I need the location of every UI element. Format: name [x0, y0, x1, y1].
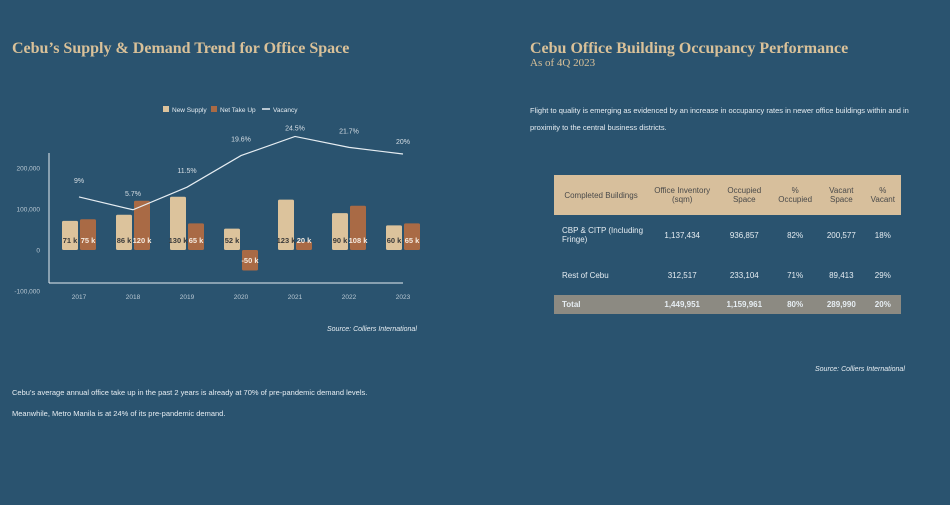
bar-data-label: 108 k	[349, 236, 369, 245]
header-cell: Occupied Space	[716, 175, 773, 215]
cell: 18%	[874, 230, 891, 240]
bar-data-label: 65 k	[189, 236, 204, 245]
bar-data-label: 123 k	[277, 236, 297, 245]
chart-title: Cebu’s Supply & Demand Trend for Office …	[12, 40, 350, 57]
bar-data-label: 65 k	[405, 236, 420, 245]
cell: Total	[554, 295, 648, 314]
legend-label: Vacancy	[273, 107, 298, 114]
cell: 289,990	[818, 295, 865, 314]
table-subtitle: As of 4Q 2023	[530, 57, 596, 69]
chart-source: Source: Colliers International	[327, 326, 417, 333]
bar-new-supply	[62, 220, 78, 250]
bar-net-take-up	[350, 205, 366, 250]
header-cell: % Vacant	[864, 175, 901, 215]
legend-label: Net Take Up	[220, 107, 256, 114]
bar-new-supply	[224, 228, 240, 250]
x-tick-label: 2020	[234, 294, 249, 301]
vacancy-data-label: 11.5%	[177, 168, 196, 175]
cell: 20%	[864, 295, 901, 314]
y-tick-label: -100,000	[14, 289, 40, 296]
vacancy-data-label: 19.6%	[231, 137, 251, 144]
legend-swatch	[211, 106, 217, 112]
x-tick-label: 2022	[342, 294, 357, 301]
vacancy-line	[78, 135, 404, 211]
occupancy-table: Completed Buildings Office Inventory (sq…	[554, 175, 901, 314]
bar-data-label: 60 k	[387, 236, 402, 245]
cell: 1,159,961	[716, 295, 773, 314]
bar-new-supply	[332, 213, 348, 250]
note-1: Cebu’s average annual office take up in …	[12, 388, 368, 397]
bar-new-supply	[116, 214, 132, 250]
vacancy-data-label: 20%	[396, 139, 410, 146]
cell: 29%	[874, 270, 891, 280]
bar-net-take-up	[134, 200, 150, 250]
bar-new-supply	[170, 196, 186, 250]
bar-data-label: 52 k	[225, 236, 240, 245]
table-row: Rest of Cebu 312,517 233,104 71% 89,413 …	[554, 255, 901, 295]
bar-net-take-up	[242, 250, 258, 271]
vacancy-data-label: 5.7%	[125, 191, 141, 198]
bar-data-label: 90 k	[333, 236, 348, 245]
note-2: Meanwhile, Metro Manila is at 24% of its…	[12, 409, 226, 418]
y-tick-label: 0	[36, 248, 40, 255]
vacancy-data-label: 24.5%	[285, 125, 305, 132]
cell: CBP & CITP (Including Fringe)	[562, 226, 644, 244]
header-cell: Vacant Space	[818, 175, 865, 215]
x-tick-label: 2021	[288, 294, 303, 301]
header-cell: % Occupied	[772, 175, 819, 215]
x-tick-label: 2018	[126, 294, 141, 301]
vacancy-data-label: 9%	[74, 178, 84, 185]
bar-data-label: -50 k	[241, 256, 259, 265]
intro-text: Flight to quality is emerging as evidenc…	[530, 106, 909, 132]
x-tick-label: 2019	[180, 294, 195, 301]
header-cell: Office Inventory (sqm)	[648, 175, 717, 215]
cell: 1,137,434	[664, 230, 700, 240]
x-tick-label: 2023	[396, 294, 411, 301]
bar-data-label: 130 k	[169, 236, 189, 245]
cell: 89,413	[829, 270, 854, 280]
cell: 80%	[772, 295, 819, 314]
bar-data-label: 86 k	[117, 236, 132, 245]
bar-net-take-up	[404, 223, 420, 250]
bar-data-label: 120 k	[133, 236, 153, 245]
cell: 1,449,951	[648, 295, 717, 314]
bar-data-label: 20 k	[297, 236, 312, 245]
cell: 936,857	[729, 230, 759, 240]
table-source: Source: Colliers International	[815, 366, 905, 373]
bar-net-take-up	[80, 219, 96, 250]
bar-net-take-up	[296, 241, 312, 250]
cell: 233,104	[729, 270, 759, 280]
legend-label: New Supply	[172, 107, 207, 114]
bar-data-label: 71 k	[63, 236, 78, 245]
bar-net-take-up	[188, 223, 204, 250]
vacancy-data-label: 21.7%	[339, 128, 359, 135]
cell: 200,577	[826, 230, 856, 240]
total-row: Total 1,449,951 1,159,961 80% 289,990 20…	[554, 295, 901, 314]
cell: 82%	[787, 230, 804, 240]
bar-new-supply	[278, 199, 294, 250]
y-tick-label: 100,000	[17, 207, 41, 214]
y-tick-label: 200,000	[17, 166, 41, 173]
bar-new-supply	[386, 225, 402, 250]
cell: Rest of Cebu	[562, 270, 609, 280]
header-cell: Completed Buildings	[554, 175, 648, 215]
cell: 71%	[787, 270, 804, 280]
x-tick-label: 2017	[72, 294, 87, 301]
supply-demand-chart: 200,000 100,000 0 -100,000 2017 2018 2019 2020 2…	[14, 106, 420, 301]
bar-data-label: 75 k	[81, 236, 96, 245]
table-row: CBP & CITP (Including Fringe) 1,137,434 …	[554, 215, 901, 255]
cell: 312,517	[667, 270, 697, 280]
legend-swatch	[163, 106, 169, 112]
table-title: Cebu Office Building Occupancy Performan…	[530, 40, 849, 57]
